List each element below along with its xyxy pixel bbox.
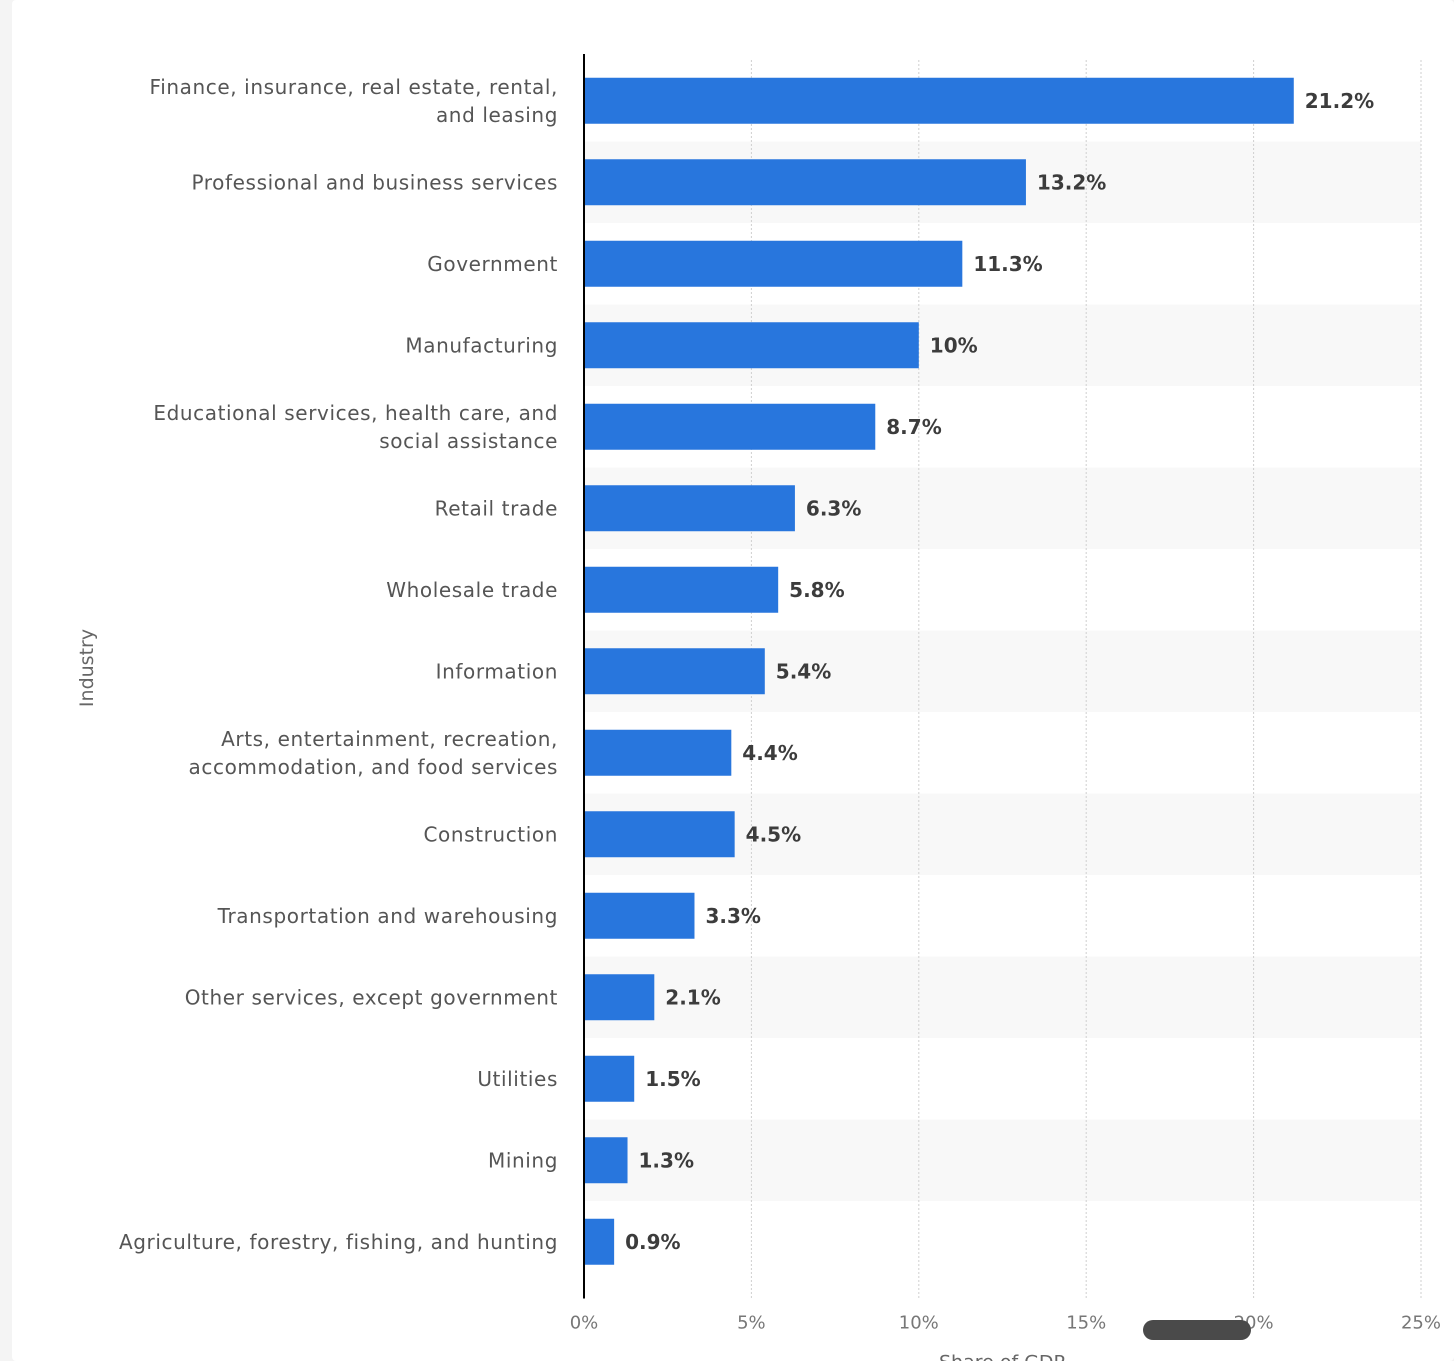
row-band (584, 956, 1421, 1038)
bar[interactable] (584, 566, 779, 613)
bar[interactable] (584, 892, 695, 939)
category-label-line: Government (427, 252, 558, 276)
bar[interactable] (584, 1218, 615, 1265)
category-label: Mining (488, 1148, 558, 1172)
bar[interactable] (584, 811, 735, 858)
data-label: 5.8% (789, 578, 844, 602)
category-label: Manufacturing (405, 333, 558, 357)
bar[interactable] (584, 1055, 635, 1102)
bar[interactable] (584, 1137, 628, 1184)
data-label: 5.4% (776, 659, 831, 683)
category-label: Arts, entertainment, recreation, accommod… (189, 727, 558, 779)
category-label-line: Agriculture, forestry, fishing, and hunt… (119, 1230, 558, 1254)
category-label: Wholesale trade (386, 578, 558, 602)
category-label-line: Retail trade (435, 496, 558, 520)
data-label: 1.5% (645, 1067, 700, 1091)
category-label-line: Information (436, 659, 558, 683)
x-tick-label: 10% (899, 1313, 939, 1334)
bar[interactable] (584, 729, 732, 776)
category-label: Agriculture, forestry, fishing, and hunt… (119, 1230, 558, 1254)
bar[interactable] (584, 485, 795, 532)
data-label: 8.7% (886, 415, 941, 439)
bar[interactable] (584, 159, 1026, 206)
data-label: 4.4% (742, 741, 797, 765)
data-label: 2.1% (665, 985, 720, 1009)
x-tick-label: 15% (1066, 1313, 1106, 1334)
x-tick-label: 25% (1401, 1313, 1441, 1334)
data-label: 1.3% (639, 1148, 694, 1172)
category-label: Construction (423, 822, 558, 846)
category-label-line: Finance, insurance, real estate, rental, (150, 75, 558, 99)
y-axis-title: Industry (76, 629, 98, 707)
data-label: 0.9% (625, 1230, 680, 1254)
data-label: 4.5% (746, 822, 801, 846)
category-label: Other services, except government (185, 985, 558, 1009)
x-tick-label: 0% (570, 1313, 599, 1334)
data-label: 3.3% (705, 904, 760, 928)
x-axis-title: Share of GDP (939, 1352, 1065, 1361)
category-label: Utilities (477, 1067, 558, 1091)
data-label: 6.3% (806, 496, 861, 520)
bar[interactable] (584, 974, 655, 1021)
category-label-line: Manufacturing (405, 333, 558, 357)
category-label-line: accommodation, and food services (189, 755, 558, 779)
category-label: Finance, insurance, real estate, rental,… (150, 75, 558, 127)
category-label: Transportation and warehousing (217, 904, 558, 928)
row-band (584, 1119, 1421, 1201)
data-label: 21.2% (1305, 89, 1374, 113)
category-label-line: Transportation and warehousing (217, 904, 558, 928)
category-label-line: Professional and business services (191, 170, 558, 194)
x-tick-label: 5% (737, 1313, 766, 1334)
category-label: Professional and business services (191, 170, 558, 194)
bar[interactable] (584, 240, 963, 287)
category-label-line: Other services, except government (185, 985, 558, 1009)
category-label-line: and leasing (436, 103, 558, 127)
category-label-line: Mining (488, 1148, 558, 1172)
data-label: 11.3% (973, 252, 1042, 276)
category-label-line: Wholesale trade (386, 578, 558, 602)
category-label: Information (436, 659, 558, 683)
data-label: 10% (930, 333, 978, 357)
category-label: Educational services, health care, and so… (153, 401, 558, 453)
bar[interactable] (584, 648, 765, 695)
category-label-line: social assistance (379, 429, 558, 453)
category-label: Retail trade (435, 496, 558, 520)
category-label-line: Arts, entertainment, recreation, (221, 727, 558, 751)
category-label-line: Construction (423, 822, 558, 846)
category-label-line: Utilities (477, 1067, 558, 1091)
bar[interactable] (584, 322, 919, 369)
bar[interactable] (584, 403, 876, 450)
data-label: 13.2% (1037, 170, 1106, 194)
category-label: Government (427, 252, 558, 276)
scroll-handle[interactable] (1143, 1320, 1251, 1340)
category-label-line: Educational services, health care, and (153, 401, 558, 425)
bar[interactable] (584, 77, 1294, 124)
